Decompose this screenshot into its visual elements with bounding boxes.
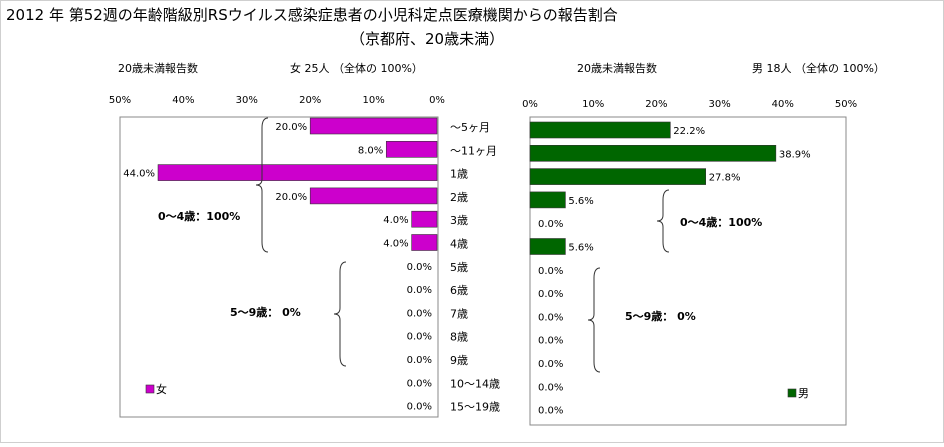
category-label: 7歳 bbox=[450, 307, 468, 320]
left-x-tick-label: 40% bbox=[172, 95, 194, 106]
right-data-label: 0.0% bbox=[538, 289, 563, 300]
right-data-label: 0.0% bbox=[538, 359, 563, 370]
left-bar bbox=[309, 117, 438, 135]
right-annotation-5-9: 5〜9歳： 0% bbox=[625, 309, 696, 323]
annotation-brace bbox=[587, 267, 601, 373]
right-x-tick-label: 30% bbox=[708, 99, 730, 110]
left-bar bbox=[411, 210, 438, 228]
right-x-tick-label: 50% bbox=[835, 99, 857, 110]
right-legend-label: 男 bbox=[798, 387, 809, 400]
right-bar bbox=[529, 121, 671, 139]
left-bar bbox=[385, 141, 438, 158]
left-total-label: 女 25人 （全体の 100%） bbox=[290, 61, 423, 75]
right-plot-area bbox=[529, 116, 847, 426]
right-annotation-0-4: 0〜4歳：100% bbox=[680, 215, 762, 229]
annotation-brace bbox=[255, 117, 269, 253]
left-legend-label: 女 bbox=[156, 382, 167, 396]
category-label: 〜11ヶ月 bbox=[450, 144, 497, 157]
right-bar bbox=[529, 238, 566, 255]
category-label: 10〜14歳 bbox=[450, 377, 500, 390]
right-data-label: 5.6% bbox=[568, 196, 593, 207]
left-legend-swatch bbox=[145, 384, 155, 394]
right-x-tick-label: 40% bbox=[772, 99, 794, 110]
annotation-brace bbox=[656, 189, 670, 253]
left-data-label: 0.0% bbox=[407, 332, 432, 343]
right-bar bbox=[529, 191, 566, 209]
right-data-label: 0.0% bbox=[538, 382, 563, 393]
right-data-label: 5.6% bbox=[568, 243, 593, 254]
chart-subtitle: （京都府、20歳未満） bbox=[350, 30, 504, 48]
left-x-tick-label: 30% bbox=[236, 95, 258, 106]
right-data-label: 0.0% bbox=[538, 266, 563, 277]
right-x-tick-label: 10% bbox=[582, 99, 604, 110]
left-bar bbox=[309, 187, 438, 205]
right-bar bbox=[529, 145, 777, 162]
left-plot-area bbox=[119, 116, 439, 418]
left-data-label: 20.0% bbox=[275, 192, 307, 203]
category-label: 2歳 bbox=[450, 191, 468, 204]
right-data-label: 0.0% bbox=[538, 312, 563, 323]
right-data-label: 0.0% bbox=[538, 406, 563, 417]
left-data-label: 0.0% bbox=[407, 402, 432, 413]
left-x-tick-label: 0% bbox=[429, 95, 445, 106]
left-bar bbox=[157, 164, 438, 181]
category-label: 3歳 bbox=[450, 214, 468, 227]
left-data-label: 44.0% bbox=[123, 169, 155, 180]
right-data-label: 22.2% bbox=[673, 126, 705, 137]
right-bar bbox=[529, 168, 706, 185]
right-x-tick-label: 20% bbox=[645, 99, 667, 110]
category-label: 6歳 bbox=[450, 284, 468, 297]
left-x-tick-label: 50% bbox=[109, 95, 131, 106]
left-x-tick-label: 10% bbox=[362, 95, 384, 106]
right-data-label: 38.9% bbox=[779, 149, 811, 160]
category-label: 5歳 bbox=[450, 261, 468, 274]
right-data-label: 0.0% bbox=[538, 219, 563, 230]
category-label: 〜5ヶ月 bbox=[450, 121, 490, 134]
left-bar bbox=[411, 234, 438, 251]
chart-title: 2012 年 第52週の年齢階級別RSウイルス感染症患者の小児科定点医療機関から… bbox=[6, 6, 618, 24]
right-total-label: 男 18人 （全体の 100%） bbox=[752, 61, 885, 75]
left-data-label: 0.0% bbox=[407, 262, 432, 273]
annotation-brace bbox=[333, 261, 347, 367]
left-data-label: 4.0% bbox=[383, 239, 408, 250]
category-label: 15〜19歳 bbox=[450, 401, 500, 414]
category-label: 4歳 bbox=[450, 238, 468, 251]
category-label: 9歳 bbox=[450, 354, 468, 367]
left-data-label: 0.0% bbox=[407, 355, 432, 366]
left-data-label: 4.0% bbox=[383, 215, 408, 226]
category-label: 8歳 bbox=[450, 331, 468, 344]
left-count-label: 20歳未満報告数 bbox=[118, 62, 198, 75]
left-annotation-5-9: 5〜9歳： 0% bbox=[230, 305, 301, 319]
right-data-label: 27.8% bbox=[709, 173, 741, 184]
left-data-label: 0.0% bbox=[407, 308, 432, 319]
category-label: 1歳 bbox=[450, 168, 468, 181]
left-annotation-0-4: 0〜4歳：100% bbox=[158, 209, 240, 223]
right-count-label: 20歳未満報告数 bbox=[577, 62, 657, 75]
left-x-tick-label: 20% bbox=[299, 95, 321, 106]
right-legend-swatch bbox=[787, 388, 797, 398]
left-data-label: 8.0% bbox=[358, 145, 383, 156]
left-data-label: 20.0% bbox=[275, 122, 307, 133]
left-data-label: 0.0% bbox=[407, 378, 432, 389]
right-data-label: 0.0% bbox=[538, 336, 563, 347]
left-data-label: 0.0% bbox=[407, 285, 432, 296]
right-x-tick-label: 0% bbox=[522, 99, 538, 110]
